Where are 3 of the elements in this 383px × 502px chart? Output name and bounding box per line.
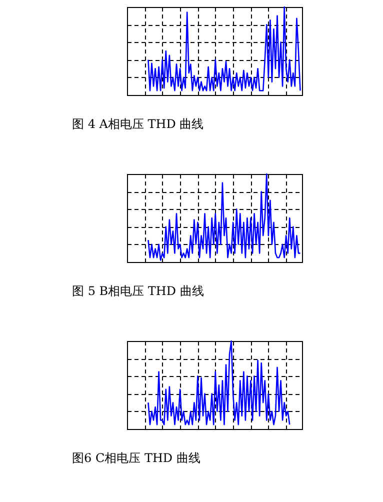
text: 图6 C相电压 THD 曲线 (72, 451, 200, 465)
text: 图 5 B相电压 THD 曲线 (72, 284, 204, 298)
text: 图 4 A相电压 THD 曲线 (72, 117, 204, 131)
